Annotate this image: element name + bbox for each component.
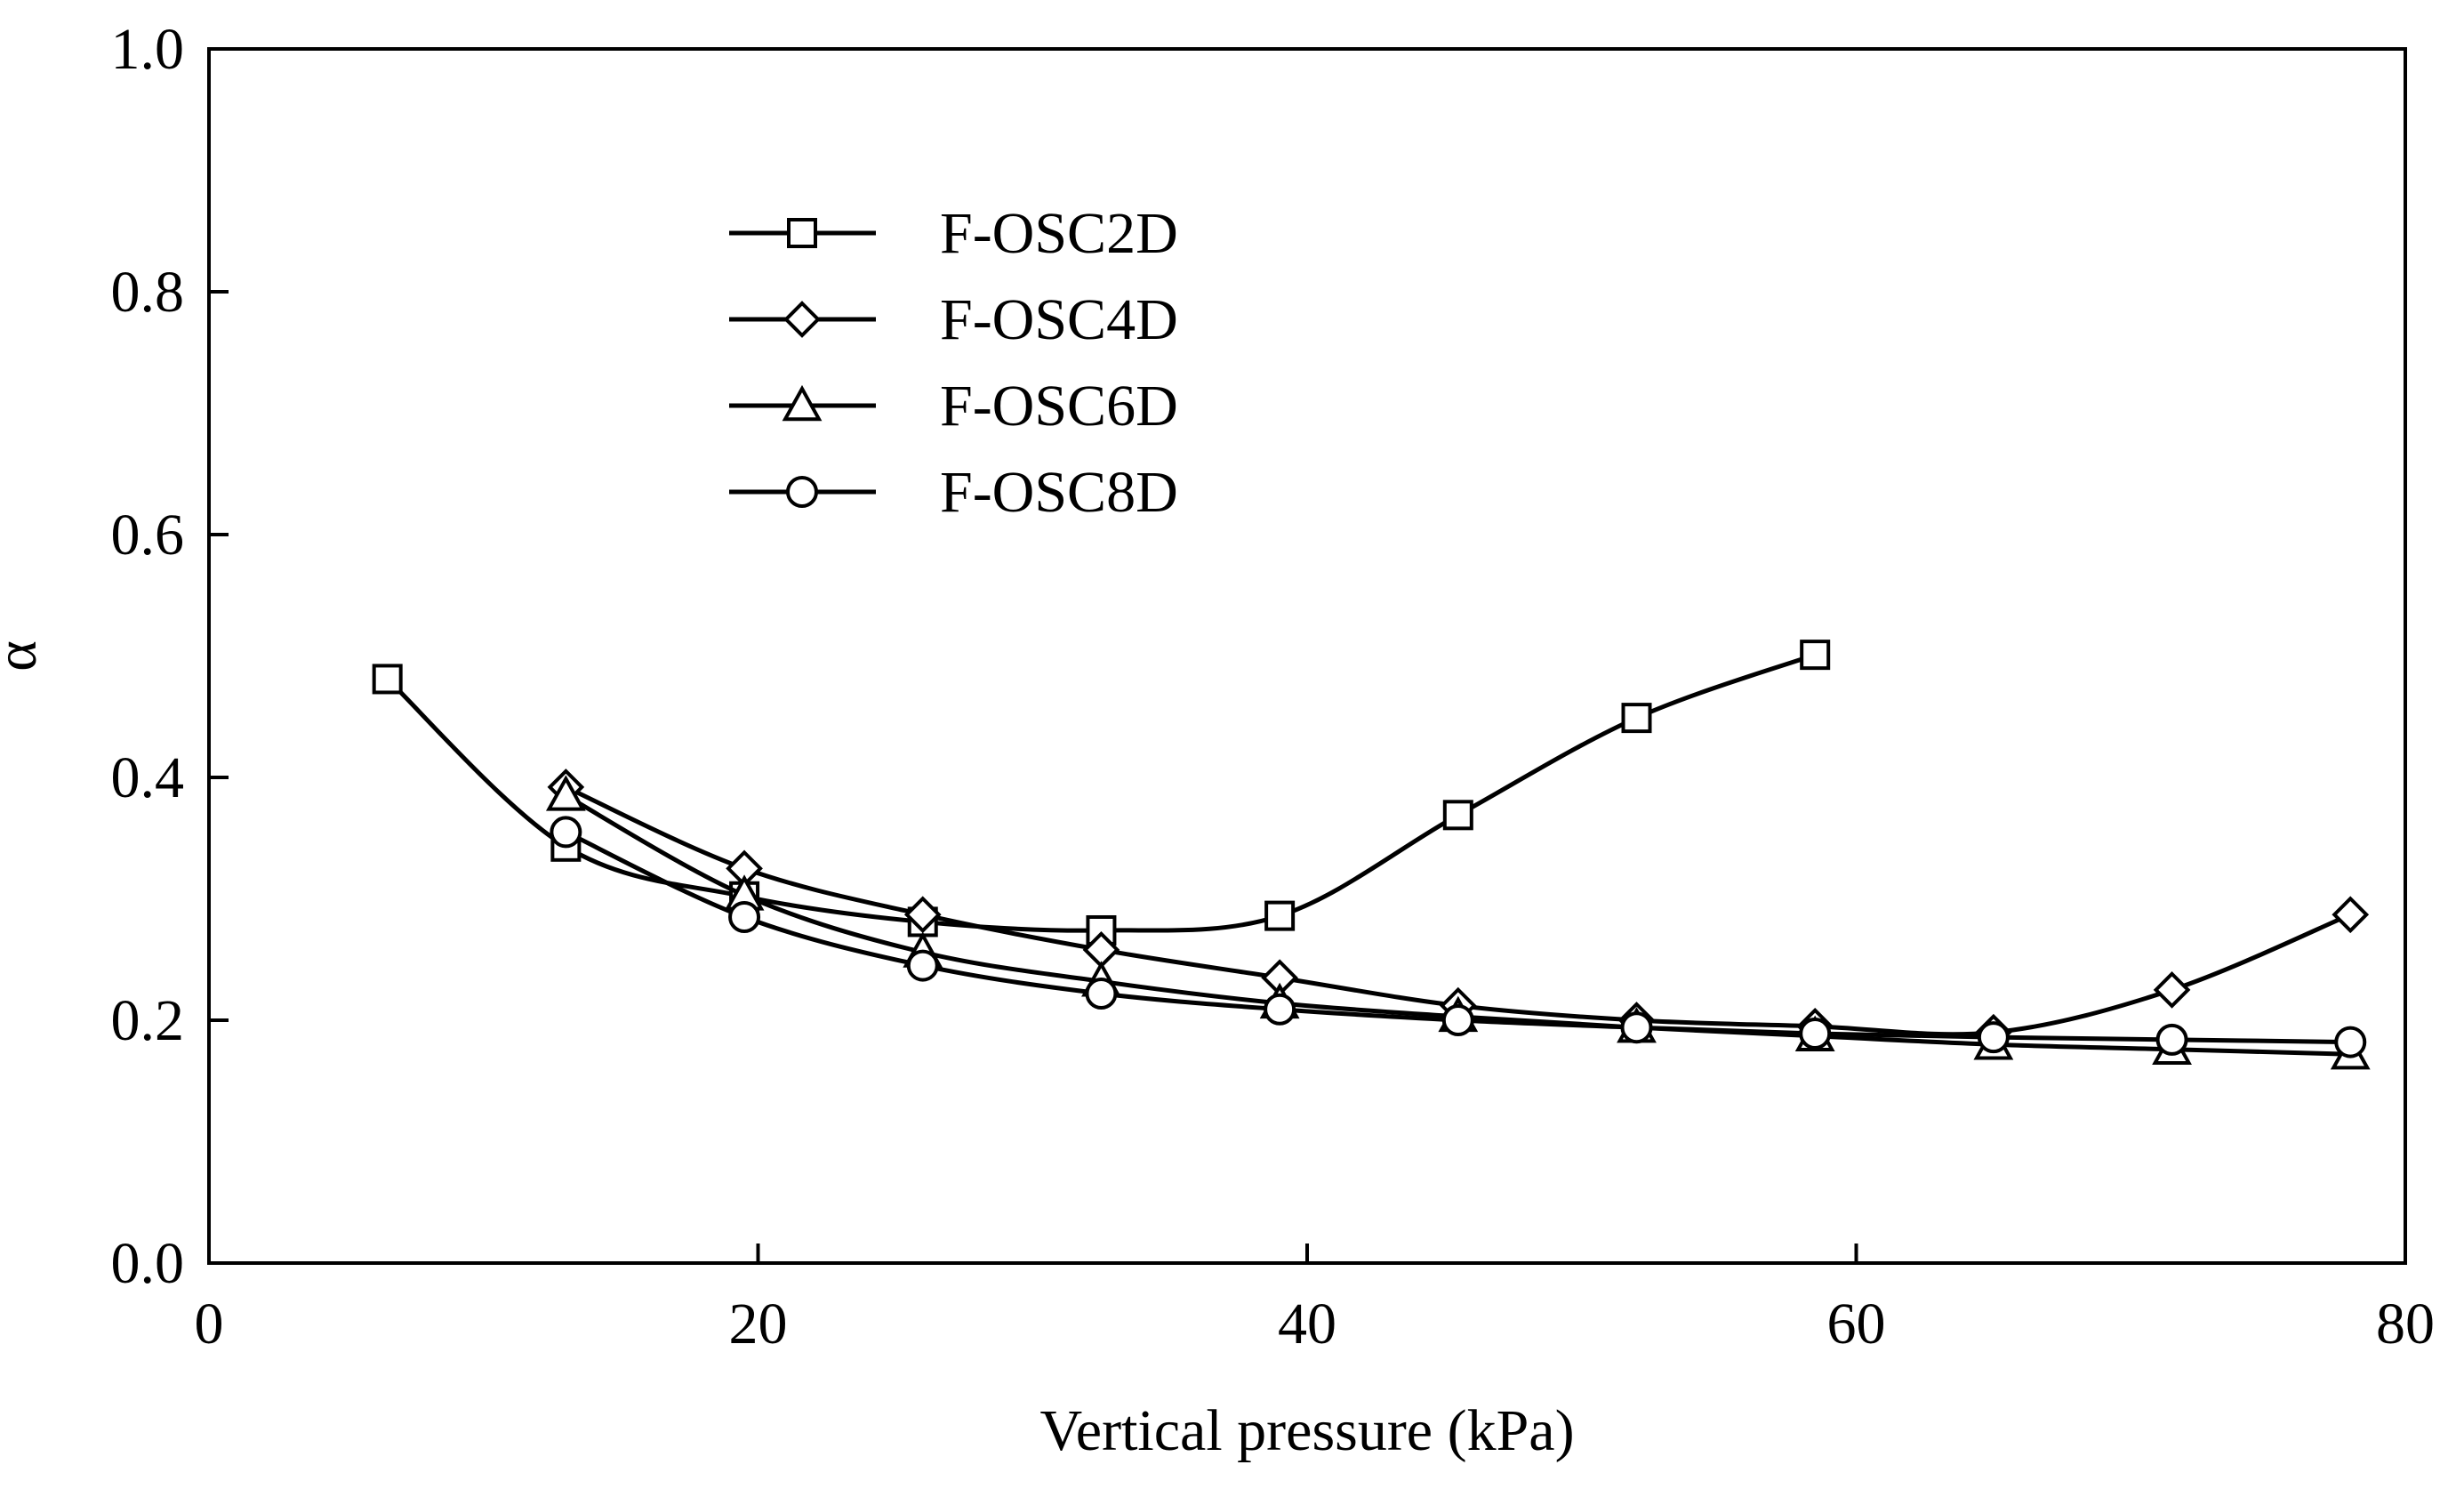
x-tick-label: 20	[729, 1292, 788, 1356]
plot-border	[207, 47, 2407, 1265]
data-point-f-osc6d	[545, 775, 586, 811]
legend-label-f-osc6d: F-OSC6D	[940, 374, 1178, 439]
x-tick-label: 60	[1827, 1292, 1886, 1356]
data-point-f-osc8d	[906, 949, 939, 982]
data-point-f-osc8d	[728, 900, 761, 933]
x-tick-label: 80	[2376, 1292, 2435, 1356]
data-point-f-osc8d	[1620, 1011, 1653, 1044]
data-point-f-osc2d	[1800, 640, 1831, 671]
data-point-f-osc2d	[372, 664, 403, 695]
data-point-f-osc2d	[1264, 900, 1296, 931]
legend-label-f-osc4d: F-OSC4D	[940, 287, 1178, 352]
legend-marker-f-osc6d	[782, 384, 823, 422]
y-tick-label: 0.4	[111, 745, 185, 810]
data-point-f-osc4d	[903, 896, 942, 934]
legend-label-f-osc2d: F-OSC2D	[940, 201, 1178, 266]
y-tick-label: 0.8	[111, 260, 185, 325]
data-point-f-osc4d	[2332, 896, 2370, 934]
data-point-f-osc8d	[1085, 977, 1118, 1010]
legend-entry-f-osc4d: F-OSC4D	[729, 287, 1178, 352]
y-tick-label: 1.0	[111, 17, 185, 82]
y-tick-label: 0.6	[111, 503, 185, 567]
data-point-f-osc8d	[550, 816, 582, 849]
data-point-f-osc8d	[1441, 1004, 1474, 1036]
data-point-f-osc8d	[2334, 1026, 2367, 1058]
data-point-f-osc8d	[1977, 1021, 2010, 1054]
y-axis-title: α	[0, 640, 49, 672]
legend-entry-f-osc8d: F-OSC8D	[729, 460, 1178, 525]
x-axis-title: Vertical pressure (kPa)	[1039, 1398, 1574, 1463]
legend-marker-f-osc2d	[787, 218, 817, 248]
data-point-f-osc2d	[1442, 800, 1473, 831]
data-point-f-osc2d	[1086, 914, 1117, 946]
legend-marker-f-osc8d	[786, 476, 818, 508]
legend-entry-f-osc2d: F-OSC2D	[729, 201, 1178, 266]
series-line-f-osc2d	[385, 652, 1817, 933]
x-tick-label: 0	[195, 1292, 224, 1356]
data-point-f-osc4d	[2153, 971, 2191, 1009]
data-point-f-osc2d	[1621, 703, 1652, 734]
data-point-f-osc8d	[1799, 1018, 1832, 1050]
x-tick-label: 40	[1278, 1292, 1336, 1356]
series-f-osc2d	[372, 640, 1831, 946]
legend-entry-f-osc6d: F-OSC6D	[729, 374, 1178, 439]
data-point-f-osc8d	[1264, 993, 1296, 1026]
y-tick-label: 0.0	[111, 1231, 185, 1296]
series-f-osc8d	[550, 816, 2367, 1058]
data-point-f-osc8d	[2155, 1023, 2188, 1056]
legend-marker-f-osc4d	[783, 301, 821, 338]
y-tick-label: 0.2	[111, 988, 185, 1053]
legend-label-f-osc8d: F-OSC8D	[940, 460, 1178, 525]
